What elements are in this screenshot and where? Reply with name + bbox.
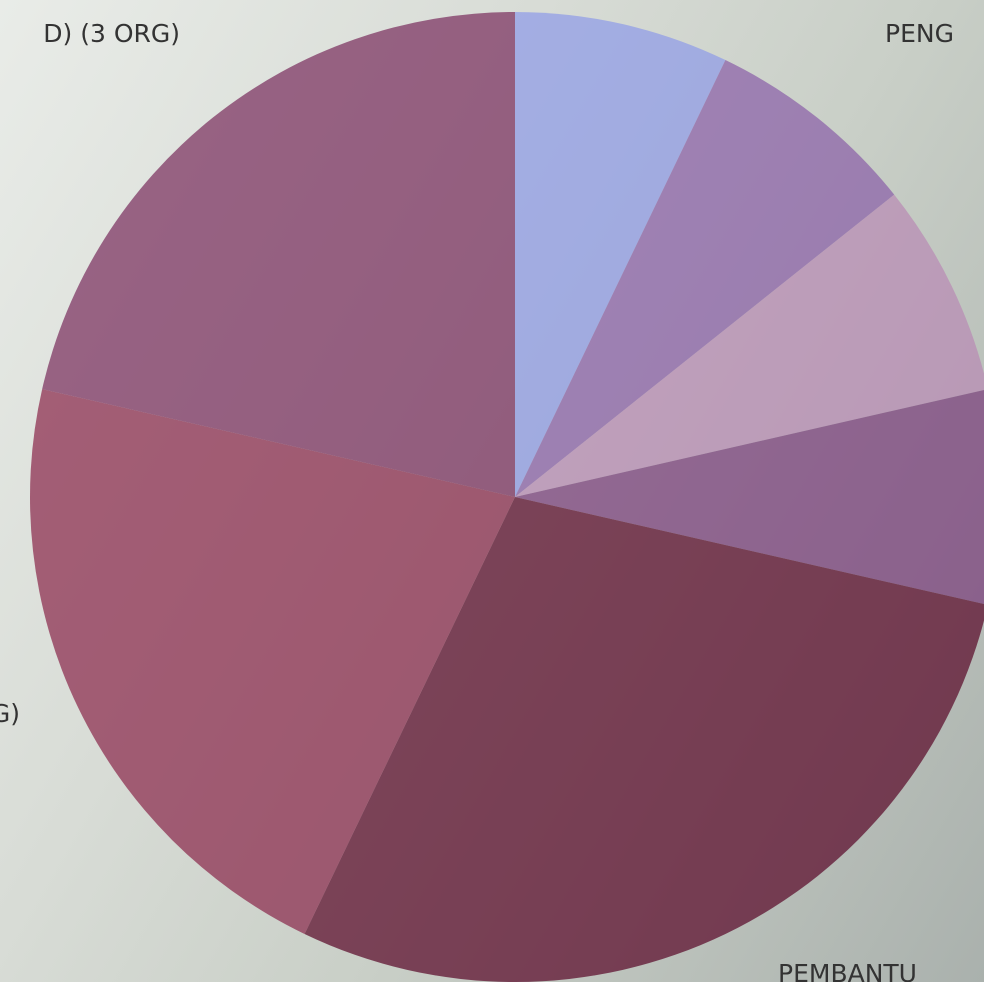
slice-label: D) (3 ORG) (43, 19, 180, 48)
pie-slice (515, 389, 984, 605)
slice-label: PEMBANTU (778, 959, 917, 982)
pie-slice (515, 194, 984, 497)
pie-slice (515, 12, 726, 497)
slice-label: PENG (885, 19, 954, 48)
pie-slice (30, 389, 516, 934)
pie-slice (515, 60, 895, 498)
slice-label: G) (0, 699, 20, 728)
pie-slice (42, 12, 515, 497)
pie-slice (304, 497, 984, 982)
